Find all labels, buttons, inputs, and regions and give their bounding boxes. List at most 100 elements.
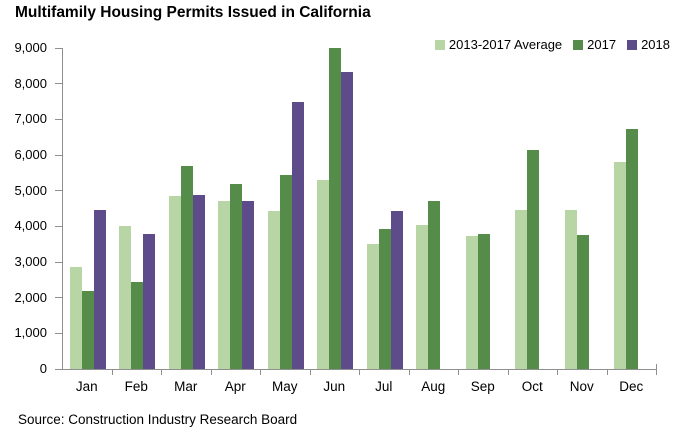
- legend: 2013-2017 Average 2017 2018: [434, 37, 670, 52]
- bar-jan-avg: [69, 267, 82, 369]
- x-axis-label-nov: Nov: [569, 379, 594, 394]
- bar-aug-avg: [416, 224, 429, 369]
- bar-aug-2017: [428, 201, 441, 369]
- x-axis-label-feb: Feb: [124, 379, 148, 394]
- bar-group-may: [261, 48, 311, 369]
- x-axis-tick: [408, 370, 410, 375]
- bar-jul-2017: [378, 228, 391, 369]
- bar-jan-2017: [81, 290, 94, 369]
- y-axis-tick: [55, 368, 62, 370]
- x-axis-tick: [359, 370, 360, 375]
- x-axis-label-oct: Oct: [521, 379, 543, 394]
- y-axis-tick: [55, 118, 62, 120]
- y-axis-label: 8,000: [14, 75, 47, 91]
- legend-item-2017: 2017: [573, 37, 616, 52]
- x-axis-tick: [656, 370, 657, 375]
- bar-jan-2018: [93, 209, 106, 369]
- x-axis-label-jul: Jul: [375, 379, 393, 394]
- legend-label: 2017: [587, 37, 617, 52]
- bar-group-jan: [63, 48, 113, 369]
- y-axis-label: 5,000: [14, 182, 47, 198]
- bar-jun-2017: [329, 48, 342, 369]
- x-axis-label-sep: Sep: [470, 379, 495, 394]
- bar-group-nov: [558, 48, 608, 369]
- x-axis-tick: [507, 370, 509, 375]
- bar-mar-2018: [192, 194, 205, 369]
- bar-jul-avg: [366, 244, 379, 369]
- y-axis-label: 7,000: [14, 111, 47, 127]
- x-axis-label-may: May: [271, 379, 298, 394]
- y-axis-tick: [55, 47, 62, 49]
- legend-swatch-icon: [434, 39, 445, 50]
- legend-swatch-icon: [627, 39, 638, 50]
- bar-apr-2018: [242, 200, 255, 369]
- bar-oct-avg: [515, 209, 528, 369]
- bar-nov-avg: [564, 209, 577, 369]
- y-axis-label: 0: [39, 361, 47, 376]
- chart-title: Multifamily Housing Permits Issued in Ca…: [15, 4, 371, 21]
- y-axis-tick: [55, 297, 62, 299]
- x-axis-tick: [111, 370, 113, 375]
- x-axis-tick: [557, 370, 558, 375]
- bar-may-2017: [279, 174, 292, 369]
- bar-jun-avg: [317, 180, 330, 369]
- x-axis-label-jan: Jan: [75, 379, 98, 394]
- x-axis-label-mar: Mar: [174, 379, 198, 394]
- x-axis-tick: [260, 370, 261, 375]
- legend-item-2018: 2018: [627, 37, 670, 52]
- legend-label: 2013-2017 Average: [448, 37, 563, 52]
- bar-feb-avg: [119, 226, 132, 369]
- bar-dec-2017: [626, 129, 639, 369]
- bar-mar-2017: [180, 166, 193, 369]
- bar-group-aug: [410, 48, 460, 369]
- x-axis-tick: [210, 370, 212, 375]
- y-axis-tick: [55, 261, 62, 263]
- bar-may-avg: [267, 211, 280, 369]
- bar-group-sep: [459, 48, 509, 369]
- x-axis-tick: [606, 370, 608, 375]
- bar-group-feb: [113, 48, 163, 369]
- y-axis-tick: [55, 190, 62, 192]
- bar-nov-2017: [576, 234, 589, 369]
- bar-may-2018: [291, 101, 304, 369]
- bar-group-apr: [212, 48, 262, 369]
- bar-apr-2017: [230, 183, 243, 369]
- y-axis-label: 9,000: [14, 40, 47, 55]
- bar-group-jun: [311, 48, 361, 369]
- x-axis-labels: Jan Feb Mar Apr May Jun Jul Aug Sep Oct Nov Dec: [62, 379, 656, 394]
- bar-oct-2017: [527, 149, 540, 369]
- y-axis-label: 4,000: [14, 218, 47, 234]
- source-note: Source: Construction Industry Research B…: [18, 412, 298, 427]
- bar-sep-2017: [477, 234, 490, 369]
- bar-feb-2017: [131, 281, 144, 369]
- bar-dec-avg: [614, 162, 627, 369]
- bar-sep-avg: [465, 236, 478, 369]
- x-axis-tick: [458, 370, 459, 375]
- bar-jul-2018: [390, 211, 403, 369]
- y-axis-label: 1,000: [14, 325, 47, 341]
- x-axis-tick: [309, 370, 311, 375]
- y-axis-label: 6,000: [14, 147, 47, 162]
- x-axis-label-dec: Dec: [619, 379, 644, 394]
- bar-feb-2018: [143, 233, 156, 369]
- y-axis-tick: [55, 225, 62, 227]
- y-axis-tick: [55, 332, 62, 334]
- y-axis-label: 3,000: [14, 254, 47, 269]
- bar-apr-avg: [218, 201, 231, 369]
- bar-group-mar: [162, 48, 212, 369]
- y-axis-tick: [55, 154, 62, 156]
- bar-jun-2018: [341, 71, 354, 369]
- legend-swatch-icon: [573, 39, 584, 50]
- x-axis-label-jun: Jun: [323, 379, 346, 394]
- legend-item-avg: 2013-2017 Average: [434, 37, 563, 52]
- bar-group-jul: [360, 48, 410, 369]
- plot-area: [62, 48, 657, 370]
- x-axis-endcap-tick: [656, 364, 657, 369]
- bar-group-dec: [608, 48, 658, 369]
- y-axis-label: 2,000: [14, 289, 47, 305]
- x-axis-label-apr: Apr: [224, 379, 246, 394]
- bar-group-oct: [509, 48, 559, 369]
- y-axis-tick: [55, 83, 62, 85]
- legend-label: 2018: [641, 37, 670, 52]
